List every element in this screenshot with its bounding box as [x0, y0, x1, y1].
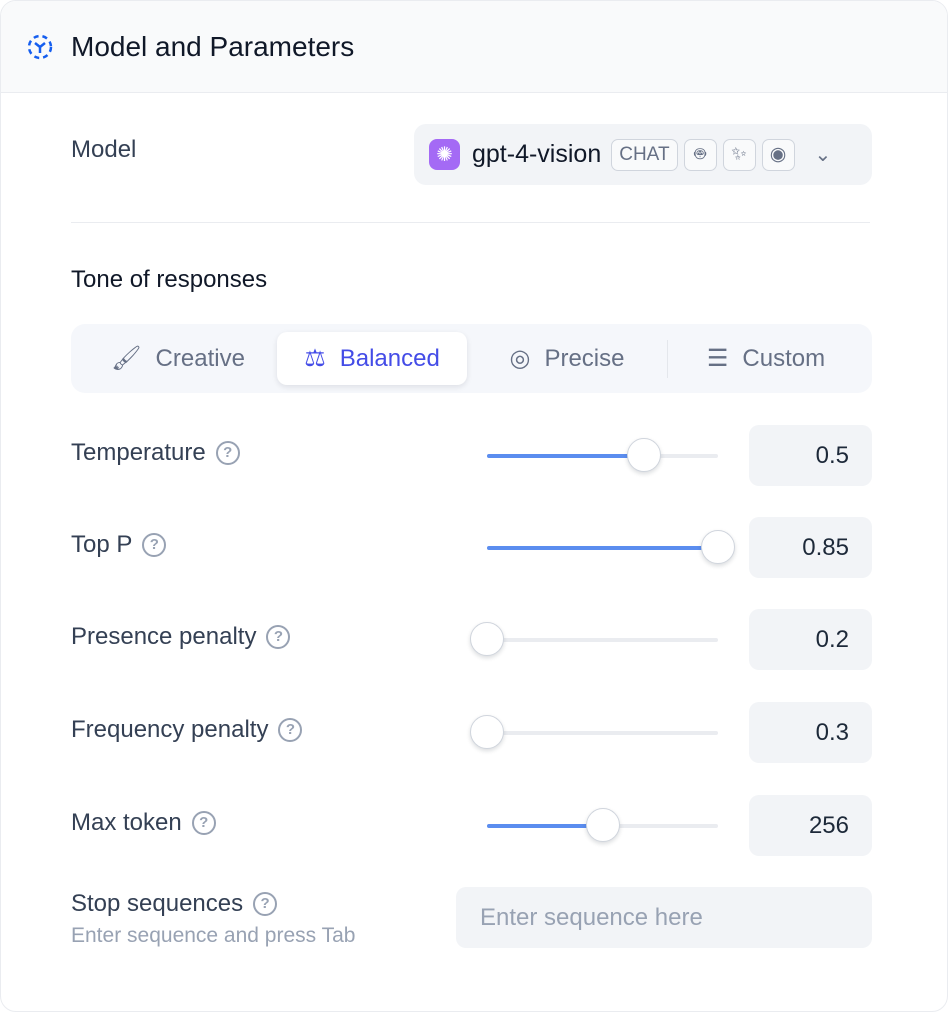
slider-thumb[interactable] — [627, 438, 662, 472]
max-token-value-input[interactable]: 256 — [749, 795, 872, 856]
chat-badge: CHAT — [611, 138, 678, 171]
presence-penalty-label: Presence penalty? — [71, 623, 291, 651]
top-p-slider[interactable] — [487, 530, 735, 564]
presence-penalty-slider[interactable] — [470, 622, 718, 656]
slider-fill — [487, 454, 645, 458]
top-p-label: Top P? — [71, 531, 167, 559]
openai-logo-icon: ✺ — [429, 139, 460, 170]
tone-tabs: 🖌︎ Creative ⚖︎ Balanced ◎ Precise ☰ Custom — [71, 324, 872, 393]
chevron-down-icon[interactable]: ⌄ — [814, 144, 832, 166]
max-token-row: Max token? — [71, 809, 870, 837]
temperature-row: Temperature? — [71, 439, 870, 467]
slider-thumb[interactable] — [701, 530, 735, 564]
frequency-penalty-value-input[interactable]: 0.3 — [749, 702, 872, 763]
temperature-value-input[interactable]: 0.5 — [749, 425, 872, 486]
max-token-label: Max token? — [71, 809, 216, 837]
panel-header: Model and Parameters — [1, 1, 947, 93]
divider — [71, 222, 870, 223]
presence-penalty-value-input[interactable]: 0.2 — [749, 609, 872, 670]
help-icon[interactable]: ? — [253, 892, 278, 916]
slider-thumb[interactable] — [470, 715, 504, 749]
eye-icon: ◉ — [761, 138, 795, 171]
tab-precise[interactable]: ◎ Precise — [509, 344, 625, 373]
stop-sequence-input[interactable] — [456, 887, 872, 948]
model-selector[interactable]: ✺ gpt-4-vision CHAT 🤖︎ ✨︎ ◉ ⌄ — [414, 124, 872, 185]
target-icon: ◎ — [509, 345, 531, 372]
tab-balanced[interactable]: ⚖︎ Balanced — [277, 332, 467, 385]
tab-custom[interactable]: ☰ Custom — [706, 344, 826, 373]
top-p-row: Top P? — [71, 531, 870, 559]
temperature-slider[interactable] — [487, 438, 718, 472]
tab-creative[interactable]: 🖌︎ Creative — [111, 344, 245, 373]
frequency-penalty-label: Frequency penalty? — [71, 716, 303, 744]
robot-icon: 🤖︎ — [683, 138, 717, 171]
stop-sequences-hint: Enter sequence and press Tab — [71, 924, 356, 947]
stop-sequences-label: Stop sequences? — [71, 890, 278, 918]
temperature-label: Temperature? — [71, 439, 240, 467]
model-row: Model — [71, 136, 870, 164]
sliders-icon: ☰ — [706, 345, 729, 372]
model-cube-icon — [27, 34, 53, 59]
tone-label: Tone of responses — [71, 266, 268, 293]
scale-icon: ⚖︎ — [304, 345, 326, 372]
help-icon[interactable]: ? — [266, 625, 291, 649]
tab-separator — [667, 339, 668, 378]
model-name: gpt-4-vision — [472, 140, 602, 168]
help-icon[interactable]: ? — [215, 441, 240, 465]
slider-fill — [487, 546, 718, 550]
help-icon[interactable]: ? — [191, 811, 216, 835]
magic-wand-icon: ✨︎ — [722, 138, 756, 171]
max-token-slider[interactable] — [487, 808, 718, 842]
help-icon[interactable]: ? — [278, 718, 303, 742]
top-p-value-input[interactable]: 0.85 — [749, 517, 872, 578]
presence-penalty-row: Presence penalty? — [71, 623, 870, 651]
slider-fill — [487, 824, 603, 828]
panel-title: Model and Parameters — [71, 30, 355, 62]
slider-thumb[interactable] — [585, 808, 620, 842]
model-label: Model — [71, 136, 137, 163]
slider-thumb[interactable] — [470, 622, 504, 656]
frequency-penalty-slider[interactable] — [470, 715, 718, 749]
brush-icon: 🖌︎ — [111, 345, 142, 372]
help-icon[interactable]: ? — [142, 533, 167, 557]
frequency-penalty-row: Frequency penalty? — [71, 716, 870, 744]
